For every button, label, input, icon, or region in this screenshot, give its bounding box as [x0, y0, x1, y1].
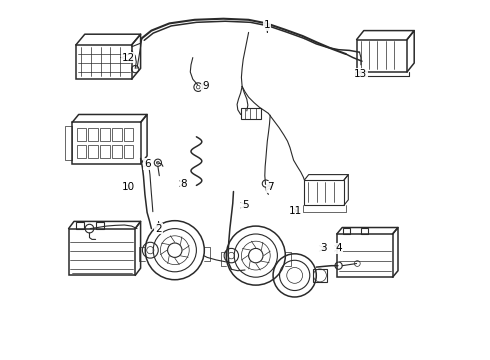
Bar	[337, 234, 392, 277]
Bar	[76, 128, 86, 141]
Text: 1: 1	[264, 20, 270, 30]
Bar	[69, 229, 135, 275]
Bar	[100, 128, 110, 141]
Bar	[357, 40, 407, 72]
Text: 13: 13	[354, 69, 367, 79]
Bar	[124, 128, 133, 141]
Bar	[313, 269, 327, 282]
Text: 4: 4	[335, 243, 342, 253]
Text: 3: 3	[320, 243, 327, 253]
Text: 5: 5	[242, 200, 248, 210]
Bar	[88, 145, 98, 158]
Bar	[112, 128, 122, 141]
Text: 8: 8	[180, 179, 187, 189]
Bar	[124, 145, 133, 158]
Bar	[72, 122, 141, 164]
Text: 6: 6	[144, 159, 150, 169]
Bar	[76, 45, 132, 79]
Bar	[76, 145, 86, 158]
Text: 9: 9	[202, 81, 209, 91]
Text: 7: 7	[267, 182, 273, 192]
Text: 12: 12	[122, 53, 135, 63]
Bar	[343, 228, 350, 234]
Bar	[96, 222, 103, 229]
Bar	[88, 128, 98, 141]
Bar	[76, 222, 84, 229]
Text: 10: 10	[122, 182, 135, 192]
Bar	[361, 228, 368, 234]
Bar	[112, 145, 122, 158]
Bar	[65, 126, 72, 160]
Text: 2: 2	[155, 224, 162, 234]
Bar	[242, 108, 261, 119]
Bar	[100, 145, 110, 158]
Bar	[304, 180, 344, 205]
Text: 11: 11	[289, 206, 302, 216]
